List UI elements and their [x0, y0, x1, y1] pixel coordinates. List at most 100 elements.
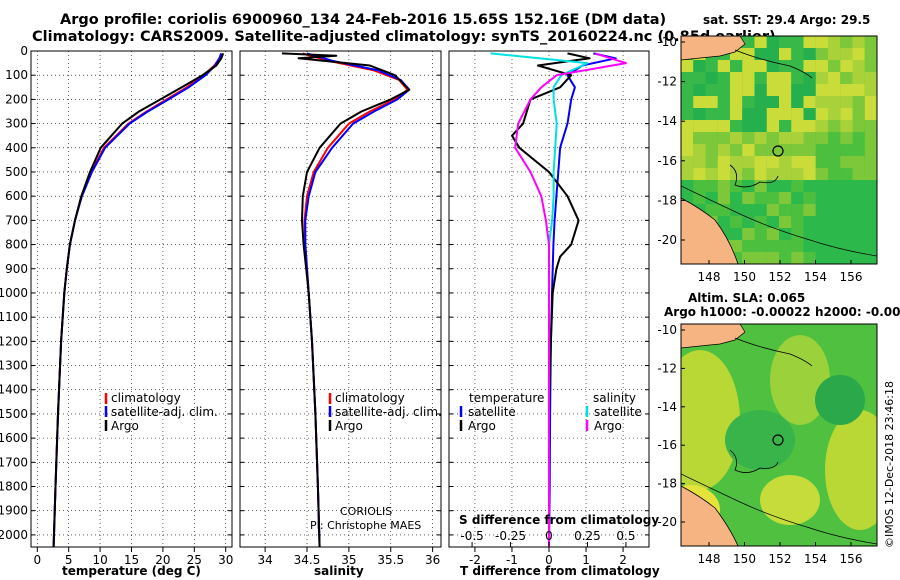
- sst-cell: [681, 60, 694, 73]
- depth-tick-label: 1200: [0, 334, 28, 348]
- sla-map: [681, 324, 877, 546]
- map-y-tick-label: -14: [657, 114, 677, 128]
- sst-cell: [803, 228, 816, 241]
- map-x-tick-label: 156: [840, 552, 863, 566]
- sst-cell: [815, 96, 829, 109]
- sst-cell: [791, 204, 804, 217]
- salinity-panel: [239, 50, 442, 548]
- x-tick-label: 36: [425, 553, 440, 567]
- sst-cell: [693, 72, 706, 85]
- sst-cell: [693, 192, 706, 205]
- legend-climatology-label: climatology: [111, 391, 181, 405]
- sst-cell: [828, 228, 841, 241]
- sst-cell: [766, 168, 780, 181]
- sst-cell: [742, 72, 755, 85]
- sst-cell: [864, 48, 877, 61]
- sst-cell: [779, 180, 792, 193]
- legend-temperature-title: temperature: [469, 391, 544, 405]
- sst-cell: [852, 156, 865, 169]
- map-y-tick-label: -12: [657, 361, 677, 375]
- sst-cell: [791, 108, 804, 121]
- sst-cell: [730, 96, 743, 109]
- sst-cell: [852, 72, 865, 85]
- sst-cell: [730, 216, 743, 229]
- depth-tick-label: 1700: [0, 455, 28, 469]
- sst-cell: [717, 96, 731, 109]
- map-y-tick-label: -16: [657, 154, 677, 168]
- sst-cell: [717, 168, 731, 181]
- sst-cell: [693, 156, 706, 169]
- x-tick-label: 5: [65, 553, 73, 567]
- legend-t-argo-label: Argo: [468, 419, 496, 433]
- sst-cell: [852, 240, 865, 253]
- figure-title-line1: Argo profile: coriolis 6900960_134 24-Fe…: [60, 12, 667, 28]
- sla-map-title: Altim. SLA: 0.065: [688, 291, 805, 305]
- sst-cell: [864, 252, 877, 264]
- sst-cell: [730, 144, 743, 157]
- islands-outline: [734, 49, 813, 79]
- sst-cell: [828, 204, 841, 217]
- sst-cell: [766, 156, 780, 169]
- sst-cell: [815, 168, 829, 181]
- sst-cell: [864, 180, 877, 193]
- sst-cell: [852, 48, 865, 61]
- map-y-tick-label: -14: [657, 400, 677, 414]
- sst-cell: [791, 192, 804, 205]
- sst-cell: [840, 180, 853, 193]
- sst-cell: [742, 132, 755, 145]
- map-x-tick-label: 152: [769, 552, 792, 566]
- sst-cell: [791, 240, 804, 253]
- sst-cell: [852, 120, 865, 133]
- sst-cell: [852, 96, 865, 109]
- map-y-tick-label: -10: [657, 35, 677, 49]
- x-tick-label: 0: [545, 553, 553, 567]
- sst-cell: [717, 144, 731, 157]
- x-tick-label: 34: [257, 553, 272, 567]
- sst-cell: [717, 132, 731, 145]
- sst-cell: [779, 96, 792, 109]
- sst-cell: [766, 36, 780, 49]
- sst-map: [681, 36, 877, 264]
- sst-cell: [828, 108, 841, 121]
- sst-cell: [730, 192, 743, 205]
- sst-cell: [828, 60, 841, 73]
- legend-argo-label: Argo: [335, 419, 363, 433]
- sst-cell: [840, 36, 853, 49]
- sst-cell: [766, 84, 780, 97]
- sst-cell: [717, 180, 731, 193]
- difference-legend: temperature satellite Argo salinity sate…: [459, 391, 659, 527]
- sst-cell: [779, 228, 792, 241]
- legend-salinity-title: salinity: [593, 391, 636, 405]
- sst-cell: [693, 144, 706, 157]
- legend-argo-label: Argo: [111, 419, 139, 433]
- sst-cell: [730, 156, 743, 169]
- sst-cell: [705, 60, 718, 73]
- sst-cell: [791, 180, 804, 193]
- sst-cell: [852, 180, 865, 193]
- sst-cell: [864, 132, 877, 145]
- map-y-tick-label: -18: [657, 477, 677, 491]
- land-patch: [681, 36, 746, 61]
- sst-cell: [705, 156, 718, 169]
- sst-cell: [791, 96, 804, 109]
- sst-cell: [754, 60, 767, 73]
- sst-cell: [693, 132, 706, 145]
- sst-cell: [815, 72, 829, 85]
- sst-cell: [852, 36, 865, 49]
- sst-cell: [815, 36, 829, 49]
- depth-tick-label: 1800: [0, 480, 28, 494]
- depth-tick-label: 1900: [0, 504, 28, 518]
- sst-cell: [815, 48, 829, 61]
- sst-cell: [754, 240, 767, 253]
- reef-outline: [729, 164, 779, 188]
- australia-coast: [681, 197, 739, 264]
- sst-cell: [779, 240, 792, 253]
- pi-annotation: PI: Christophe MAES: [310, 519, 421, 532]
- legend-s-satellite-label: satellite: [594, 405, 642, 419]
- sst-cell: [815, 192, 829, 205]
- sst-cell: [693, 84, 706, 97]
- sst-cell: [864, 192, 877, 205]
- sst-cell: [803, 120, 816, 133]
- s-tick-label: 0.5: [616, 529, 635, 543]
- sst-cell: [852, 168, 865, 181]
